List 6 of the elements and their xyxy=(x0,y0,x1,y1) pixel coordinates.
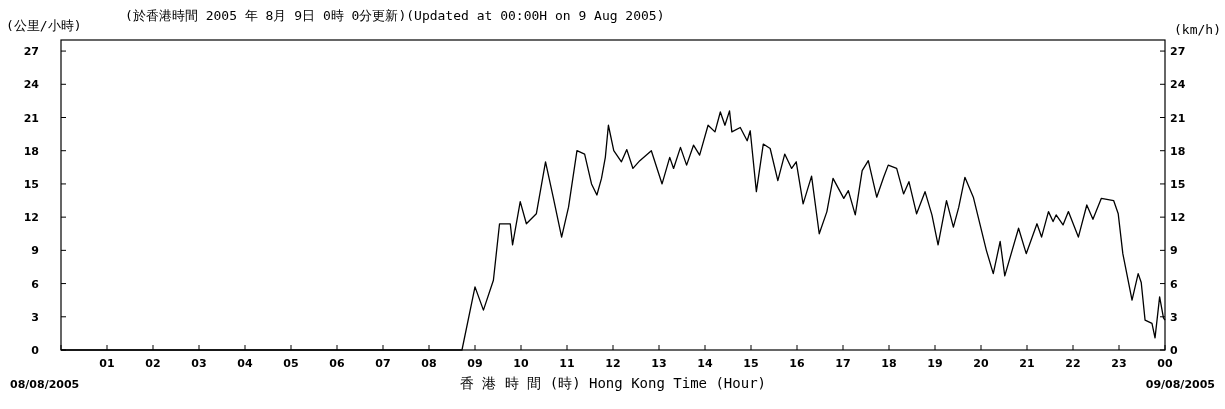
title: (於香港時間 2005 年 8月 9日 0時 0分更新)(Updated at 00:00H on 9 Aug 2005) xyxy=(125,8,665,23)
y2label: (km/h) xyxy=(1174,22,1221,37)
ylabel: (公里/小時) xyxy=(6,18,82,33)
annotation: 08/08/2005 xyxy=(10,378,80,391)
xlabel: 香 港 時 間 (時) Hong Kong Time (Hour) xyxy=(460,375,766,391)
annotation: 09/08/2005 xyxy=(1145,378,1215,391)
